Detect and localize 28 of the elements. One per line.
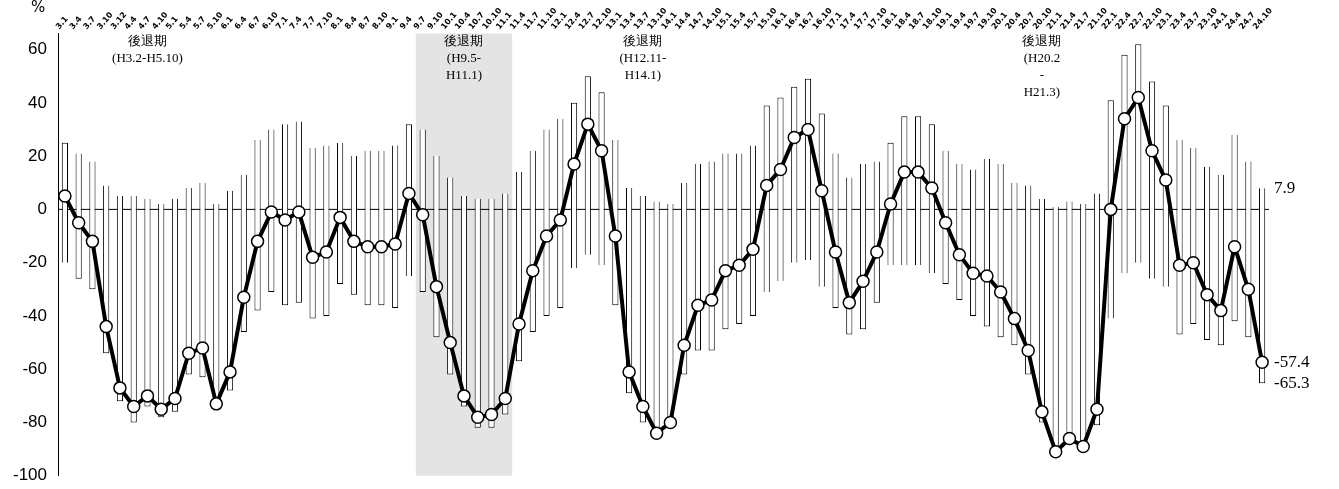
y-tick-label: 20 <box>28 145 48 165</box>
x-tick-label: 3.4 <box>67 14 84 32</box>
y-tick-label: -20 <box>22 252 48 272</box>
x-tick-label: 6.7 <box>246 14 263 32</box>
annotation: 後退期 (H12.11- H14.1) <box>619 33 667 83</box>
x-tick-label: 5.7 <box>191 14 208 32</box>
annotation: -65.3 <box>1274 372 1310 392</box>
y-axis-title: % <box>30 0 46 16</box>
x-tick-label: 9.7 <box>411 14 428 32</box>
y-tick-label: -80 <box>22 412 48 432</box>
x-tick-label: 3.1 <box>53 14 70 32</box>
y-tick-label: -100 <box>12 465 48 485</box>
x-tick-label: 3.7 <box>81 14 98 32</box>
x-tick-label: 6.4 <box>232 14 249 32</box>
annotation: 後退期 (H9.5- H11.1) <box>444 33 484 83</box>
y-tick-label: 40 <box>28 92 48 112</box>
x-tick-label: 7.4 <box>287 14 304 32</box>
annotation: -57.4 <box>1274 351 1311 371</box>
x-tick-label: 5.4 <box>177 14 194 32</box>
y-tick-label: -60 <box>22 358 48 378</box>
annotation: 7.9 <box>1274 177 1296 197</box>
annotation: 後退期 (H3.2-H5.10) <box>112 33 183 66</box>
y-tick-label: 0 <box>37 199 48 219</box>
y-tick-label: 60 <box>28 39 48 59</box>
x-tick-label: 8.7 <box>356 14 373 32</box>
x-tick-label: 4.7 <box>136 14 153 32</box>
annotation: 後退期 (H20.2 - H21.3) <box>1022 33 1062 100</box>
y-tick-label: -40 <box>22 305 48 325</box>
